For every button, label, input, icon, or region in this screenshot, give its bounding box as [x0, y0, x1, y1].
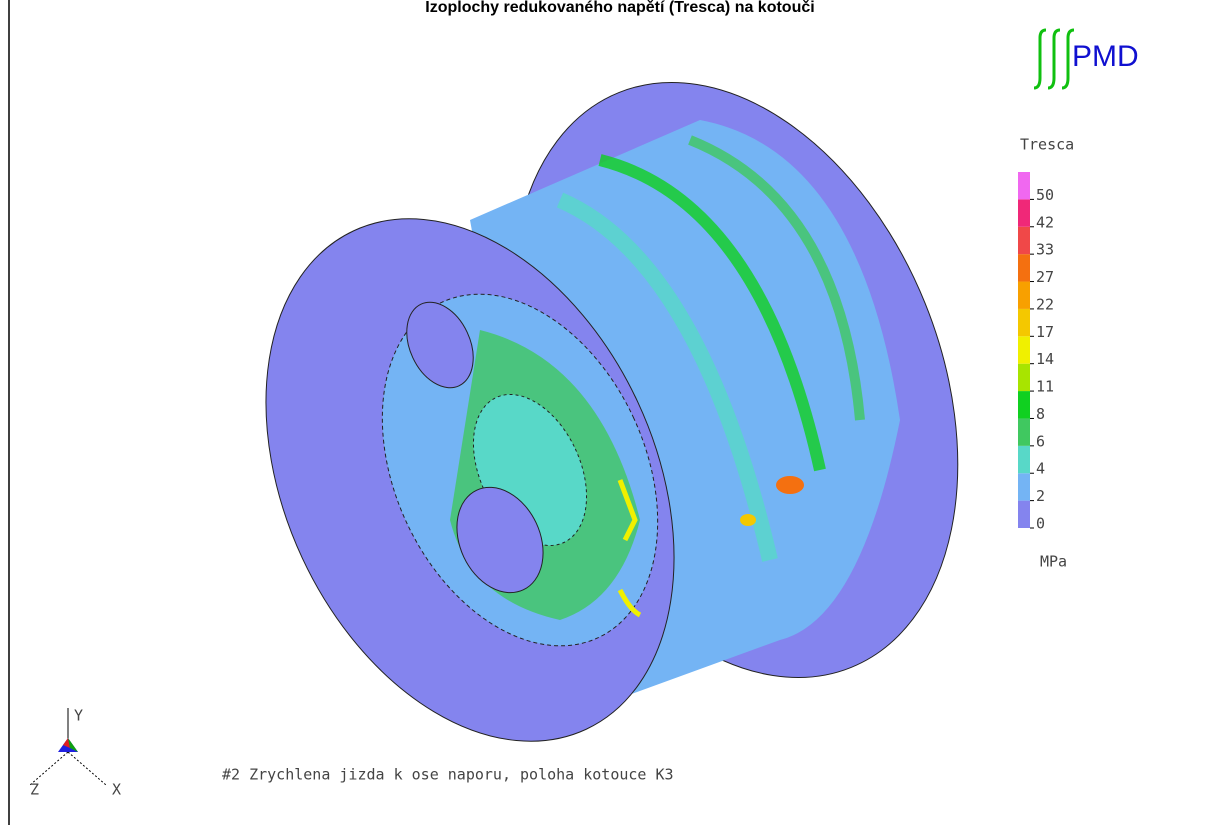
legend-swatch: [1018, 309, 1030, 336]
legend-swatch: [1018, 391, 1030, 418]
legend-swatch: [1018, 227, 1030, 254]
legend-label: 22: [1036, 295, 1054, 313]
logo-text: PMD: [1072, 40, 1139, 73]
legend-label: 4: [1036, 460, 1045, 478]
logo: [1034, 30, 1074, 88]
legend-swatch: [1018, 336, 1030, 363]
legend-label: 6: [1036, 432, 1045, 450]
legend-label: 17: [1036, 323, 1054, 341]
legend-label: 50: [1036, 186, 1054, 204]
legend-label: 33: [1036, 241, 1054, 259]
legend-swatch: [1018, 446, 1030, 473]
legend-label: 14: [1036, 350, 1054, 368]
wheel: [186, 16, 1041, 808]
legend-swatch: [1018, 418, 1030, 445]
legend-title: Tresca: [1020, 136, 1074, 154]
title: Izoplochy redukovaného napětí (Tresca) n…: [425, 0, 814, 16]
screen: Izoplochy redukovaného napětí (Tresca) n…: [0, 0, 1211, 825]
legend: 0 2 4 6 8 11 14 17 22 27 33 42 50: [1018, 172, 1054, 533]
legend-swatch: [1018, 254, 1030, 281]
legend-swatch: [1018, 473, 1030, 500]
axis-label: Y: [74, 707, 83, 725]
legend-label: 27: [1036, 268, 1054, 286]
legend-swatch: [1018, 364, 1030, 391]
axis-triad: [30, 708, 106, 785]
legend-label: 11: [1036, 378, 1054, 396]
legend-swatch: [1018, 172, 1030, 199]
legend-swatch: [1018, 282, 1030, 309]
legend-label: 42: [1036, 213, 1054, 231]
legend-label: 0: [1036, 515, 1045, 533]
legend-label: 2: [1036, 487, 1045, 505]
axis-label: Z: [30, 781, 39, 799]
caption: #2 Zrychlena jizda k ose naporu, poloha …: [222, 766, 674, 784]
legend-swatch: [1018, 199, 1030, 226]
legend-label: 8: [1036, 405, 1045, 423]
legend-swatch: [1018, 501, 1030, 528]
legend-unit: MPa: [1040, 553, 1067, 571]
axis-label: X: [112, 781, 121, 799]
